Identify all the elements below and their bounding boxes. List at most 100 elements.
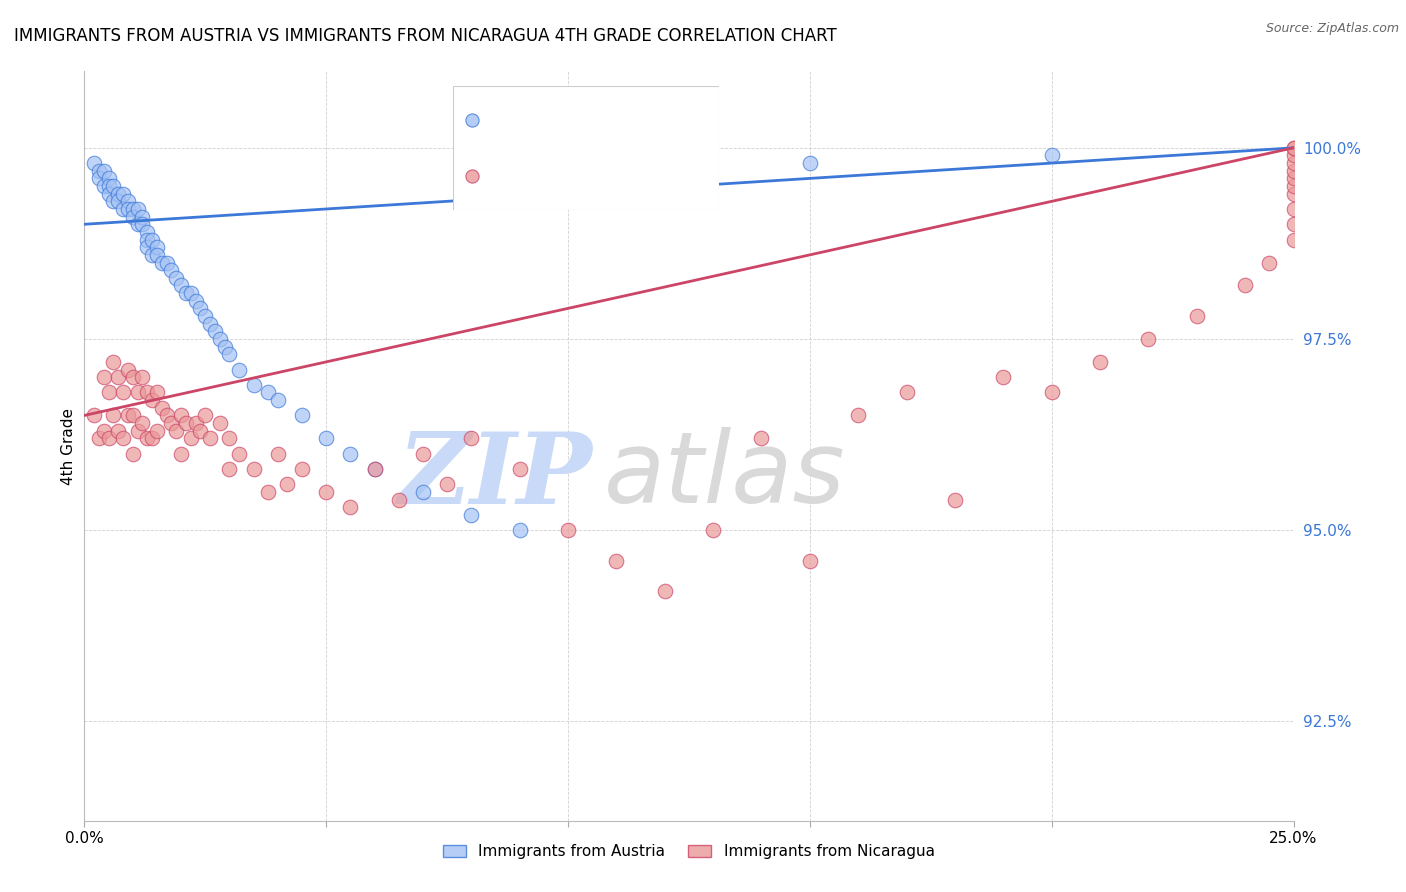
Point	[160, 263, 183, 277]
Point	[654, 163, 676, 178]
Legend: Immigrants from Austria, Immigrants from Nicaragua: Immigrants from Austria, Immigrants from…	[437, 838, 941, 865]
Point	[208, 332, 231, 346]
Point	[363, 462, 385, 476]
Point	[751, 431, 773, 445]
Point	[117, 409, 139, 423]
Point	[1282, 217, 1305, 231]
Point	[1282, 163, 1305, 178]
Point	[97, 385, 120, 400]
Point	[112, 202, 135, 216]
Point	[363, 462, 385, 476]
Point	[117, 362, 139, 376]
Text: Source: ZipAtlas.com: Source: ZipAtlas.com	[1265, 22, 1399, 36]
Point	[136, 385, 159, 400]
Point	[141, 248, 163, 262]
Point	[112, 385, 135, 400]
Point	[146, 248, 169, 262]
Point	[93, 370, 115, 384]
Point	[1137, 332, 1160, 346]
Point	[180, 431, 202, 445]
Point	[127, 202, 149, 216]
Point	[184, 416, 207, 430]
Point	[87, 431, 110, 445]
Point	[557, 179, 579, 194]
Point	[194, 409, 217, 423]
Point	[190, 424, 212, 438]
Point	[117, 194, 139, 209]
Point	[150, 255, 173, 269]
Point	[846, 409, 869, 423]
Point	[107, 370, 129, 384]
Point	[198, 431, 221, 445]
Point	[121, 370, 143, 384]
Point	[190, 301, 212, 316]
Point	[97, 431, 120, 445]
Point	[141, 393, 163, 408]
Point	[1282, 148, 1305, 162]
Point	[160, 416, 183, 430]
Point	[242, 462, 264, 476]
Point	[1040, 385, 1063, 400]
Point	[87, 163, 110, 178]
Point	[112, 431, 135, 445]
Point	[165, 270, 187, 285]
Point	[1040, 148, 1063, 162]
Point	[121, 447, 143, 461]
Point	[155, 409, 177, 423]
Point	[1282, 156, 1305, 170]
Point	[257, 484, 280, 499]
Point	[228, 447, 250, 461]
Point	[509, 462, 531, 476]
Point	[460, 431, 482, 445]
Point	[412, 484, 434, 499]
Y-axis label: 4th Grade: 4th Grade	[60, 408, 76, 484]
Point	[170, 409, 193, 423]
Point	[257, 385, 280, 400]
Point	[136, 240, 159, 254]
Point	[267, 447, 290, 461]
Point	[339, 500, 361, 515]
Point	[103, 179, 125, 194]
Point	[87, 171, 110, 186]
Point	[339, 447, 361, 461]
Point	[1088, 355, 1111, 369]
Point	[155, 255, 177, 269]
Point	[218, 431, 240, 445]
Point	[291, 409, 314, 423]
Point	[170, 447, 193, 461]
Point	[103, 409, 125, 423]
Point	[93, 163, 115, 178]
Point	[121, 409, 143, 423]
Point	[136, 225, 159, 239]
Point	[1282, 141, 1305, 155]
Point	[509, 523, 531, 537]
Point	[799, 554, 821, 568]
Point	[97, 186, 120, 201]
Text: ZIP: ZIP	[398, 428, 592, 524]
Point	[993, 370, 1015, 384]
Point	[93, 179, 115, 194]
Point	[218, 347, 240, 361]
Point	[460, 508, 482, 522]
Point	[170, 278, 193, 293]
Point	[127, 424, 149, 438]
Point	[180, 286, 202, 301]
Point	[799, 156, 821, 170]
Point	[194, 309, 217, 323]
Point	[107, 186, 129, 201]
Point	[436, 477, 458, 491]
Text: IMMIGRANTS FROM AUSTRIA VS IMMIGRANTS FROM NICARAGUA 4TH GRADE CORRELATION CHART: IMMIGRANTS FROM AUSTRIA VS IMMIGRANTS FR…	[14, 27, 837, 45]
Point	[146, 240, 169, 254]
Point	[276, 477, 298, 491]
Point	[131, 416, 153, 430]
Point	[291, 462, 314, 476]
Point	[97, 171, 120, 186]
Point	[107, 424, 129, 438]
Point	[131, 210, 153, 224]
Point	[121, 210, 143, 224]
Point	[198, 317, 221, 331]
Point	[315, 484, 337, 499]
Point	[131, 217, 153, 231]
Text: atlas: atlas	[605, 427, 846, 524]
Point	[204, 324, 226, 338]
